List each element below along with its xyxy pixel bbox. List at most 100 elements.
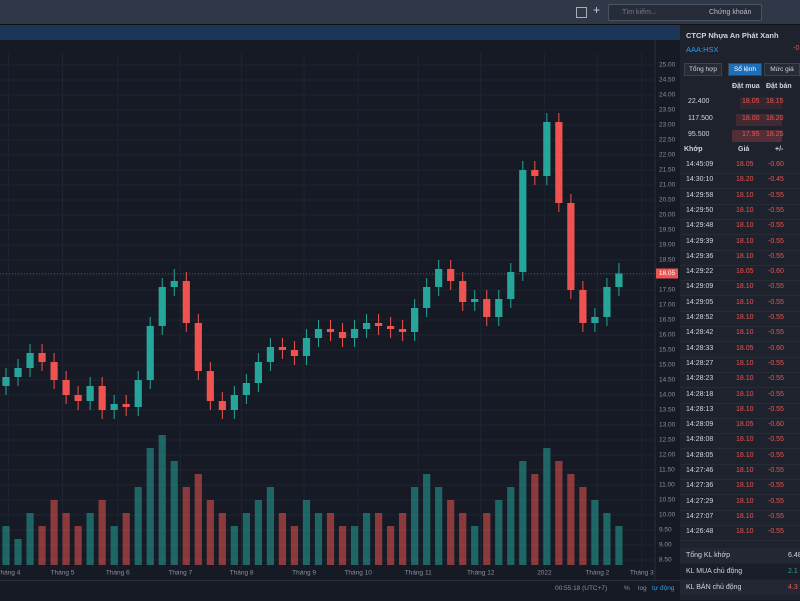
row-divider <box>680 509 800 511</box>
candle-body <box>399 329 407 332</box>
volume-bar <box>531 474 539 565</box>
trade-price: 18.10 <box>736 359 754 367</box>
volume-bar <box>459 513 467 565</box>
bid-price: 18.00 <box>742 114 760 122</box>
candle-body <box>531 170 539 176</box>
volume-bar <box>38 526 46 565</box>
trade-change: -0.45 <box>768 176 784 184</box>
y-tick-label: 17.50 <box>659 287 676 294</box>
candle-body <box>242 383 250 395</box>
trade-time: 14:30:10 <box>686 176 714 184</box>
row-divider <box>680 203 800 205</box>
trade-change: -0.55 <box>768 206 784 214</box>
candle-body <box>2 377 10 386</box>
y-tick-label: 12.50 <box>659 437 676 444</box>
change: -0 <box>793 45 800 52</box>
trade-time: 14:27:29 <box>686 497 714 505</box>
trade-time: 14:29:09 <box>686 283 714 291</box>
candle-body <box>86 386 94 401</box>
volume-bar <box>314 513 323 565</box>
y-tick-label: 11.50 <box>659 467 675 474</box>
trade-price: 18.10 <box>736 482 754 490</box>
trade-change: -0.60 <box>768 268 784 276</box>
candle-body <box>14 368 22 377</box>
y-tick-label: 12.00 <box>659 452 676 459</box>
row-divider <box>680 540 800 542</box>
trade-change: -0.60 <box>768 344 784 352</box>
candle-body <box>338 332 347 338</box>
volume-bar <box>158 435 166 565</box>
candle-body <box>50 362 58 380</box>
row-divider <box>680 463 800 465</box>
add-button[interactable]: + <box>593 3 601 17</box>
trade-price: 18.10 <box>736 467 754 474</box>
candle-body <box>591 317 599 323</box>
tab[interactable]: Sổ lệnh <box>728 63 762 76</box>
candle-body <box>230 395 238 410</box>
volume-bar <box>435 487 443 565</box>
candle-body <box>519 170 527 272</box>
volume-bar <box>374 513 383 565</box>
volume-bar <box>362 513 371 565</box>
trade-change: -0.55 <box>768 283 784 291</box>
y-tick-label: 15.50 <box>659 347 676 354</box>
trade-time: 14:27:36 <box>686 482 714 490</box>
row-divider <box>680 387 800 389</box>
tab[interactable]: Tổng hợp <box>684 63 722 76</box>
trade-time: 14:29:05 <box>686 298 714 306</box>
ticker[interactable]: AAA:HSX <box>686 45 719 54</box>
trade-price: 18.10 <box>736 528 754 536</box>
summary-value: 4.3 <box>788 584 798 591</box>
percent-toggle[interactable]: % <box>624 585 630 592</box>
layout-button[interactable] <box>576 7 587 18</box>
auto-toggle[interactable]: tự động <box>652 585 675 592</box>
trade-change: -0.55 <box>768 314 784 321</box>
market-select[interactable]: Chứng khoán <box>709 9 752 16</box>
volume-bar <box>290 526 299 565</box>
volume-bar <box>170 461 178 565</box>
candle-body <box>158 287 166 326</box>
candle-body <box>122 404 130 407</box>
bottom-bar: 00:55:18 (UTC+7) % log tự động <box>0 580 680 601</box>
candle-body <box>146 326 154 380</box>
book-header: Đặt mua <box>732 83 760 90</box>
trade-price: 18.05 <box>736 268 754 276</box>
chart-toolbar <box>0 25 680 40</box>
candle-body <box>206 371 214 401</box>
volume-bar <box>182 487 190 565</box>
volume-bar <box>423 474 431 565</box>
y-tick-label: 13.50 <box>659 407 676 414</box>
trade-change: -0.55 <box>768 329 784 337</box>
tab[interactable]: Mức giá <box>764 63 800 76</box>
summary-label: KL MUA chủ động <box>686 568 743 575</box>
candle-body <box>495 299 503 317</box>
candle-body <box>555 122 563 203</box>
candle-body <box>507 272 515 299</box>
volume-bar <box>567 474 575 565</box>
log-toggle[interactable]: log <box>638 585 647 592</box>
x-tick-label: 2022 <box>537 570 552 577</box>
x-tick-label: Tháng 7 <box>168 570 192 577</box>
trade-price: 18.10 <box>736 329 754 337</box>
y-tick-label: 25.00 <box>659 62 676 69</box>
summary-row-bg <box>680 564 800 579</box>
volume-bar <box>302 500 311 565</box>
candle-body <box>194 323 202 371</box>
volume-bar <box>74 526 82 565</box>
order-panel: CTCP Nhựa An Phát Xanh AAA:HSX -0 Tổng h… <box>680 25 800 600</box>
price-tag-label: 18.05 <box>659 270 676 277</box>
trade-time: 14:28:33 <box>686 344 714 352</box>
volume-bar <box>98 500 106 565</box>
y-tick-label: 24.50 <box>659 77 676 84</box>
y-tick-label: 21.50 <box>659 167 676 174</box>
y-tick-label: 23.00 <box>659 122 676 129</box>
y-tick-label: 16.00 <box>659 332 676 339</box>
trade-change: -0.55 <box>768 237 784 245</box>
search-box[interactable]: Tìm kiếm... Chứng khoán <box>608 4 762 21</box>
x-tick-label: Tháng 3 <box>630 570 654 577</box>
ask-price: 18.25 <box>766 131 784 138</box>
row-divider <box>680 356 800 358</box>
candle-body <box>603 287 611 317</box>
x-tick-label: Tháng 9 <box>292 570 316 577</box>
candle-body <box>459 281 467 302</box>
